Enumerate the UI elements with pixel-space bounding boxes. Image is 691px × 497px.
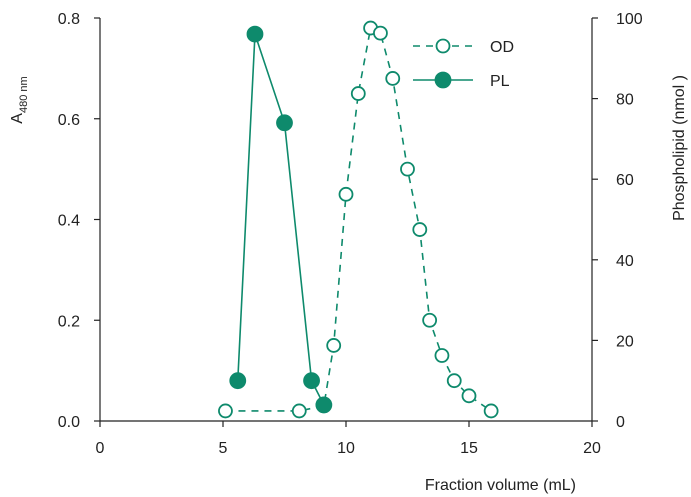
y-left-tick-label: 0.0 — [58, 414, 80, 431]
data-point-od — [291, 403, 307, 419]
x-tick-label: 5 — [219, 440, 228, 457]
x-tick-label: 10 — [337, 440, 355, 457]
legend-label-pl: PL — [490, 73, 510, 90]
axis-titles: Fraction volume (mL) A480 nm Phospholipi… — [9, 75, 688, 494]
y-right-tick-label: 20 — [616, 333, 634, 350]
data-point-od — [434, 348, 450, 363]
data-point-od — [461, 388, 477, 404]
data-point-pl — [229, 372, 247, 390]
data-point-od — [446, 373, 462, 389]
y-left-tick-label: 0.8 — [58, 11, 80, 28]
data-point-od — [338, 186, 354, 202]
data-point-od — [400, 161, 415, 177]
data-point-od — [483, 403, 499, 419]
x-tick-label: 20 — [583, 440, 601, 457]
data-point-od — [350, 86, 366, 101]
data-point-od — [385, 71, 401, 86]
legend-marker-pl — [434, 71, 452, 89]
legend: OD PL — [413, 38, 514, 90]
legend-marker-od — [435, 38, 451, 54]
y-right-tick-label: 100 — [616, 11, 643, 28]
series-line-pl — [236, 33, 325, 406]
legend-label-od: OD — [490, 39, 514, 56]
data-point-od — [412, 222, 428, 237]
x-tick-label: 0 — [96, 440, 105, 457]
y-left-axis-title-main: A — [9, 113, 26, 124]
data-point-pl — [276, 114, 293, 132]
y-right-tick-label: 80 — [616, 92, 634, 109]
y-left-tick-label: 0.2 — [58, 313, 80, 330]
data-point-od — [422, 312, 438, 328]
y-left-tick-label: 0.4 — [58, 213, 80, 230]
y-right-tick-label: 0 — [616, 414, 625, 431]
data-point-od — [326, 338, 342, 353]
axes: 0 5 10 15 20 0.0 0.2 0.4 0.6 0.8 0 20 40 60 80 100 — [58, 11, 643, 457]
series-layer — [218, 20, 499, 419]
y-right-tick-label: 60 — [616, 172, 634, 189]
y-left-axis-title-sub: 480 nm — [18, 76, 30, 113]
y-left-axis-title: A480 nm — [9, 76, 30, 123]
data-point-od — [373, 25, 388, 41]
data-point-pl — [303, 372, 320, 390]
y-right-axis-title: Phospholipid (nmol ) — [671, 75, 688, 221]
data-point-od — [218, 403, 233, 419]
x-axis-title: Fraction volume (mL) — [425, 477, 576, 494]
data-point-pl — [246, 25, 264, 43]
y-right-tick-label: 40 — [616, 253, 634, 270]
y-left-tick-label: 0.6 — [58, 112, 80, 129]
data-point-pl — [315, 396, 333, 414]
x-tick-label: 15 — [460, 440, 478, 457]
series-line-od — [225, 26, 492, 412]
